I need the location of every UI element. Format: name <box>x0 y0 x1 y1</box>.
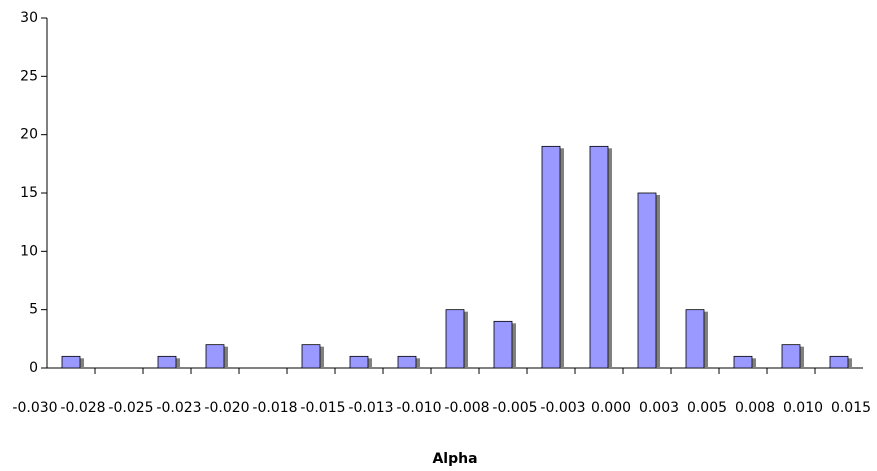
bar <box>493 320 513 369</box>
y-tick-label: 15 <box>20 185 38 201</box>
x-axis-title: Alpha <box>432 451 477 467</box>
bar <box>733 355 753 369</box>
x-tick-label: -0.013 <box>348 400 393 416</box>
bar <box>637 192 657 369</box>
x-tick-label: 0.015 <box>831 400 871 416</box>
x-tick-label: -0.008 <box>444 400 489 416</box>
x-tick-label: -0.018 <box>252 400 297 416</box>
x-tick-label: -0.028 <box>60 400 105 416</box>
bar <box>781 344 801 369</box>
y-tick-label: 20 <box>20 127 38 143</box>
bar <box>541 145 561 369</box>
x-tick-label: 0.008 <box>735 400 775 416</box>
x-tick-label: -0.020 <box>204 400 249 416</box>
bar <box>589 145 609 369</box>
y-tick-label: 0 <box>29 360 38 376</box>
bar <box>205 344 225 369</box>
bar <box>349 355 369 369</box>
bar <box>445 309 465 369</box>
x-tick-label: -0.010 <box>396 400 441 416</box>
x-tick-label: -0.015 <box>300 400 345 416</box>
x-tick-label: -0.025 <box>108 400 153 416</box>
y-tick-label: 30 <box>20 10 38 26</box>
x-tick-label: 0.010 <box>783 400 823 416</box>
x-tick-label: 0.003 <box>639 400 679 416</box>
x-tick-label: -0.030 <box>12 400 57 416</box>
bar <box>61 355 81 369</box>
bar <box>829 355 849 369</box>
bar <box>301 344 321 369</box>
y-tick-label: 25 <box>20 68 38 84</box>
y-tick-label: 5 <box>29 302 38 318</box>
bar <box>685 309 705 369</box>
x-tick-label: -0.005 <box>492 400 537 416</box>
y-tick-label: 10 <box>20 243 38 259</box>
bar <box>157 355 177 369</box>
x-tick-label: -0.003 <box>540 400 585 416</box>
x-tick-label: 0.005 <box>687 400 727 416</box>
bar <box>397 355 417 369</box>
x-tick-label: -0.023 <box>156 400 201 416</box>
x-tick-label: 0.000 <box>591 400 631 416</box>
